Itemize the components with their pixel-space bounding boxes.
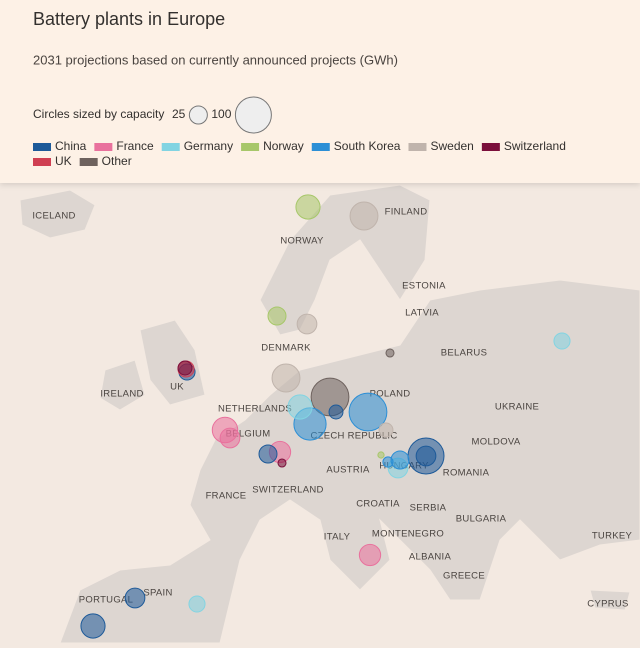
size-legend-label: Circles sized by capacity <box>33 107 164 121</box>
place-label: TURKEY <box>592 531 633 542</box>
legend-swatch <box>241 143 260 151</box>
place-label: GREECE <box>443 571 485 582</box>
place-label: BULGARIA <box>456 514 507 525</box>
plant-bubble <box>553 332 571 350</box>
place-label: SERBIA <box>410 503 447 514</box>
place-label: ICELAND <box>32 211 75 222</box>
place-label: DENMARK <box>261 343 311 354</box>
place-label: BELARUS <box>441 348 487 359</box>
plant-bubble <box>177 360 193 376</box>
chart-title: Battery plants in Europe <box>33 9 225 29</box>
legend-swatch <box>33 158 51 166</box>
plant-bubble <box>385 348 395 358</box>
header-panel <box>0 0 640 183</box>
plant-bubble <box>124 587 146 609</box>
plant-bubble <box>271 363 301 393</box>
place-label: CYPRUS <box>587 599 628 610</box>
legend-swatch <box>79 158 98 166</box>
plant-bubble <box>296 313 318 335</box>
legend-label: France <box>116 139 154 153</box>
plant-bubble <box>348 392 388 432</box>
place-label: ALBANIA <box>409 552 452 563</box>
plant-bubble <box>277 458 287 468</box>
place-label: NORWAY <box>280 236 324 247</box>
plant-bubble <box>382 456 394 468</box>
plant-bubble <box>377 451 385 459</box>
place-label: BELGIUM <box>226 429 271 440</box>
place-label: IRELAND <box>100 389 143 400</box>
legend-label: Norway <box>263 139 304 153</box>
legend-label: UK <box>55 154 72 168</box>
place-label: MOLDOVA <box>472 437 521 448</box>
place-label: SWITZERLAND <box>252 485 323 496</box>
plant-bubble <box>349 201 379 231</box>
size-legend-value: 100 <box>211 107 231 121</box>
place-label: POLAND <box>370 389 411 400</box>
plant-bubble <box>267 306 287 326</box>
place-label: FRANCE <box>206 491 247 502</box>
place-label: ESTONIA <box>402 281 446 292</box>
plant-bubble <box>378 422 394 438</box>
plant-bubble <box>328 404 344 420</box>
legend-label: China <box>55 139 87 153</box>
legend-swatch <box>33 143 51 151</box>
legend-label: Other <box>102 154 132 168</box>
chart-subtitle: 2031 projections based on currently anno… <box>33 52 398 67</box>
place-label: SPAIN <box>143 588 172 599</box>
legend-swatch <box>408 143 427 151</box>
place-label: UKRAINE <box>495 402 539 413</box>
legend-swatch <box>94 143 113 151</box>
place-label: PORTUGAL <box>79 595 134 606</box>
place-label: AUSTRIA <box>326 465 370 476</box>
legend-label: Germany <box>184 139 233 153</box>
plant-bubble <box>415 445 437 467</box>
size-legend-value: 25 <box>172 107 186 121</box>
land <box>19 184 640 644</box>
place-label: CZECH REPUBLIC <box>310 431 397 442</box>
legend-swatch <box>161 143 180 151</box>
place-label: UK <box>170 382 184 393</box>
legend-label: South Korea <box>334 139 401 153</box>
place-label: FINLAND <box>385 207 428 218</box>
place-label: ROMANIA <box>443 468 490 479</box>
place-label: MONTENEGRO <box>372 529 444 540</box>
legend-swatch <box>481 143 500 151</box>
legend-label: Switzerland <box>504 139 566 153</box>
legend-swatch <box>311 143 330 151</box>
size-legend-circle <box>234 96 272 134</box>
plant-bubble <box>80 613 106 639</box>
size-legend-circle <box>188 105 208 125</box>
plant-bubble <box>390 450 410 470</box>
place-label: CROATIA <box>356 499 400 510</box>
plant-bubble <box>358 543 382 567</box>
plant-bubble <box>295 194 321 220</box>
place-label: LATVIA <box>405 308 439 319</box>
plant-bubble <box>188 595 206 613</box>
plant-bubble <box>287 394 313 420</box>
plant-bubble <box>258 444 278 464</box>
place-label: NETHERLANDS <box>218 404 292 415</box>
plant-bubble <box>219 427 241 449</box>
place-label: ITALY <box>324 532 351 543</box>
legend-label: Sweden <box>430 139 473 153</box>
